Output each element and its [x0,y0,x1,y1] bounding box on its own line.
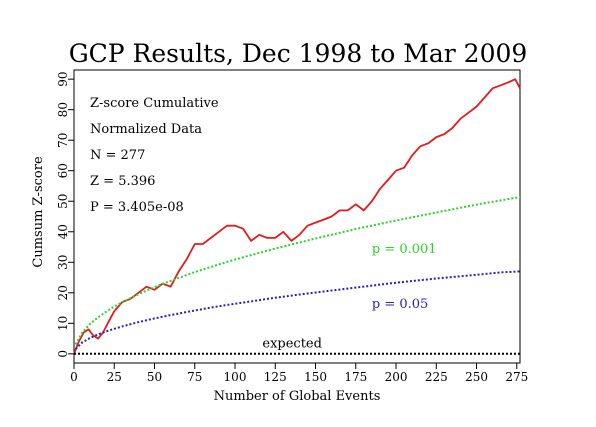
y-tick-label: 20 [56,285,70,300]
y-tick-label: 40 [56,224,70,239]
chart-title: GCP Results, Dec 1998 to Mar 2009 [69,39,528,68]
y-tick-label: 70 [56,133,70,148]
x-tick-label: 150 [304,370,327,384]
y-tick-label: 10 [56,316,70,331]
series-group [73,78,521,355]
x-tick-label: 75 [187,370,202,384]
stats-line: P = 3.405e-08 [90,200,184,215]
x-tick-label: 225 [425,370,448,384]
stats-line: N = 277 [90,148,145,163]
y-axis-label: Cumsum Z-score [31,156,46,268]
stats-text-block: Z-score Cumulative Normalized Data N = 277… [90,96,219,215]
y-tick-label: 0 [56,350,70,358]
stats-line: Z = 5.396 [90,174,155,189]
x-tick-label: 200 [385,370,408,384]
annotations-group: p = 0.001 p = 0.05 expected [262,242,436,352]
x-tick-label: 250 [465,370,488,384]
y-tick-label: 50 [56,194,70,209]
y-tick-label: 90 [56,72,70,87]
y-tick-label: 60 [56,163,70,178]
stats-line: Z-score Cumulative [90,96,219,111]
x-tick-label: 0 [70,370,78,384]
y-tick-label: 30 [56,255,70,270]
p-0001-envelope-line [74,196,521,345]
x-tick-label: 125 [264,370,287,384]
y-tick-label: 80 [56,102,70,117]
x-tick-label: 25 [107,370,122,384]
observed-cumsum-line [73,78,521,355]
stats-line: Normalized Data [90,122,202,137]
x-tick-label: 175 [344,370,367,384]
x-tick-label: 100 [224,370,247,384]
x-tick-label: 275 [505,370,528,384]
x-axis: 0 25 50 75 100 125 150 175 200 225 250 275 [70,363,528,384]
p-005-envelope-line [74,270,521,350]
y-axis: 0 10 20 30 40 50 60 70 80 90 [56,72,74,358]
x-tick-label: 50 [147,370,162,384]
x-axis-label: Number of Global Events [214,389,381,404]
plot-frame [73,69,521,364]
p-0001-annotation: p = 0.001 [372,242,437,257]
expected-annotation: expected [262,337,322,352]
p-005-annotation: p = 0.05 [372,297,428,312]
